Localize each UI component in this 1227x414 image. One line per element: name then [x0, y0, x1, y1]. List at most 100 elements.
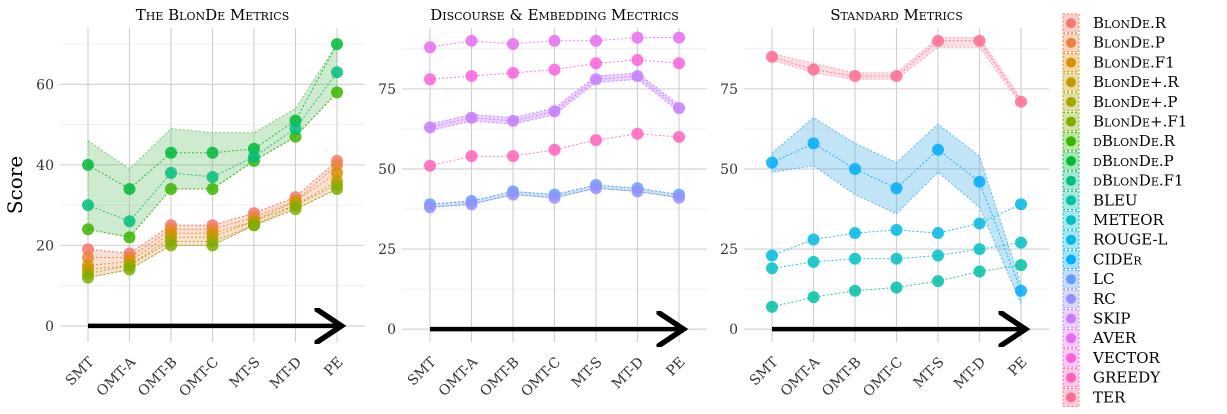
panel-title: Discourse & Embedding Mectrics: [430, 6, 679, 24]
y-tick-label: 40: [36, 158, 54, 174]
point-dblonde-f1: [82, 199, 94, 212]
x-tick-label: OMT-B: [819, 354, 865, 400]
x-tick-label: OMT-C: [176, 354, 222, 400]
point-skip: [465, 111, 478, 124]
y-tick-label: 75: [720, 82, 738, 98]
point-bleu: [890, 281, 903, 294]
legend-marker-rouge-l: [1066, 234, 1076, 245]
panel-title: The BlonDe Metrics: [136, 6, 290, 24]
legend-label-blonde-f1: BlonDe+.F1: [1093, 113, 1187, 131]
x-tick-label: OMT-B: [477, 354, 523, 400]
point-vector: [465, 70, 478, 83]
point-rc: [424, 201, 436, 214]
x-tick-label: SMT: [63, 354, 98, 389]
point-vector: [631, 54, 644, 67]
point-skip: [507, 114, 519, 127]
point-cider: [932, 143, 944, 156]
point-blonde-f1: [289, 203, 302, 216]
point-aver: [673, 31, 685, 44]
point-meteor: [890, 252, 903, 265]
point-vector: [673, 57, 685, 70]
legend-label-blonde-r: BlonDe.R: [1093, 14, 1167, 32]
point-rouge-l: [973, 217, 986, 230]
point-skip: [590, 73, 602, 86]
point-blonde-f1: [123, 263, 136, 276]
x-tick-label: OMT-A: [778, 354, 824, 400]
legend-marker-blonde-r: [1066, 77, 1076, 88]
point-aver: [465, 34, 478, 47]
legend-label-aver: AVER: [1092, 329, 1137, 347]
point-ter: [932, 34, 944, 47]
x-tick-label: MT-D: [267, 354, 305, 392]
point-rouge-l: [890, 223, 903, 236]
point-greedy: [590, 134, 602, 147]
point-vector: [548, 63, 561, 76]
legend-label-rc: RC: [1093, 290, 1116, 308]
legend-marker-blonde-p: [1066, 96, 1076, 107]
point-rouge-l: [849, 227, 861, 240]
x-tick-label: OMT-C: [518, 354, 564, 400]
point-rc: [631, 185, 644, 198]
panel-the-blonde-metrics: The BlonDe Metrics 0 20 40 60 SMTOMT-AOMT-BOM…: [36, 6, 365, 400]
point-dblonde-p: [206, 146, 219, 159]
ribbon-cider: [771, 117, 1022, 304]
point-dblonde-f1: [123, 215, 136, 228]
legend-label-bleu: BLEU: [1093, 191, 1138, 209]
point-rc: [590, 182, 602, 195]
legend-label-cider: CIDEr: [1093, 250, 1142, 268]
point-dblonde-r: [165, 183, 177, 196]
legend-label-skip: SKIP: [1093, 310, 1131, 328]
point-greedy: [673, 130, 685, 143]
point-ter: [973, 34, 986, 47]
point-skip: [673, 102, 685, 115]
panel-discourse-embedding-mectrics: Discourse & Embedding Mectrics 0 25 50 75 SMT…: [378, 6, 707, 400]
legend-label-meteor: METEOR: [1093, 211, 1165, 229]
point-ter: [849, 70, 861, 83]
point-dblonde-p: [82, 158, 94, 171]
point-dblonde-r: [331, 86, 343, 99]
x-tick-label: MT-D: [951, 354, 989, 392]
point-blonde-f1: [206, 239, 219, 252]
point-dblonde-f1: [331, 66, 343, 79]
point-skip: [424, 121, 436, 134]
legend-label-dblonde-f1: dBlonDe.F1: [1093, 172, 1184, 190]
legend-label-blonde-f1: BlonDe.F1: [1093, 53, 1175, 71]
y-axis-label: Score: [3, 156, 27, 214]
point-ter: [1015, 95, 1027, 108]
legend-marker-bleu: [1066, 195, 1076, 206]
legend-label-vector: VECTOR: [1092, 349, 1161, 367]
x-tick-label: PE: [1005, 354, 1030, 379]
legend-label-blonde-p: BlonDe.P: [1093, 34, 1165, 52]
legend-marker-lc: [1066, 274, 1076, 285]
point-aver: [590, 34, 602, 47]
point-ter: [890, 70, 903, 83]
point-ter: [766, 50, 778, 63]
legend-marker-blonde-f1: [1066, 116, 1076, 127]
x-tick-label: OMT-A: [94, 354, 140, 400]
point-vector: [507, 66, 519, 79]
point-cider: [807, 137, 820, 150]
legend-marker-dblonde-r: [1066, 136, 1076, 147]
legend-marker-skip: [1066, 313, 1076, 324]
legend-label-rouge-l: ROUGE-L: [1093, 231, 1168, 249]
legend-marker-dblonde-p: [1066, 156, 1076, 166]
legend-label-blonde-p: BlonDe+.P: [1093, 93, 1177, 111]
point-meteor: [1015, 236, 1027, 249]
point-blonde-f1: [82, 271, 94, 284]
point-vector: [424, 73, 436, 86]
legend-label-lc: LC: [1093, 270, 1114, 288]
point-cider: [766, 156, 778, 169]
y-tick-label: 50: [720, 162, 738, 178]
x-tick-label: OMT-C: [860, 354, 906, 400]
point-greedy: [507, 150, 519, 163]
ribbon-skip: [429, 72, 680, 132]
point-greedy: [548, 143, 561, 156]
x-tick-label: SMT: [405, 354, 440, 389]
x-tick-label: MT-S: [569, 354, 606, 391]
point-dblonde-r: [123, 231, 136, 244]
point-dblonde-r: [206, 183, 219, 196]
point-rouge-l: [807, 233, 820, 246]
legend-marker-cider: [1066, 254, 1076, 265]
point-cider: [890, 182, 903, 195]
